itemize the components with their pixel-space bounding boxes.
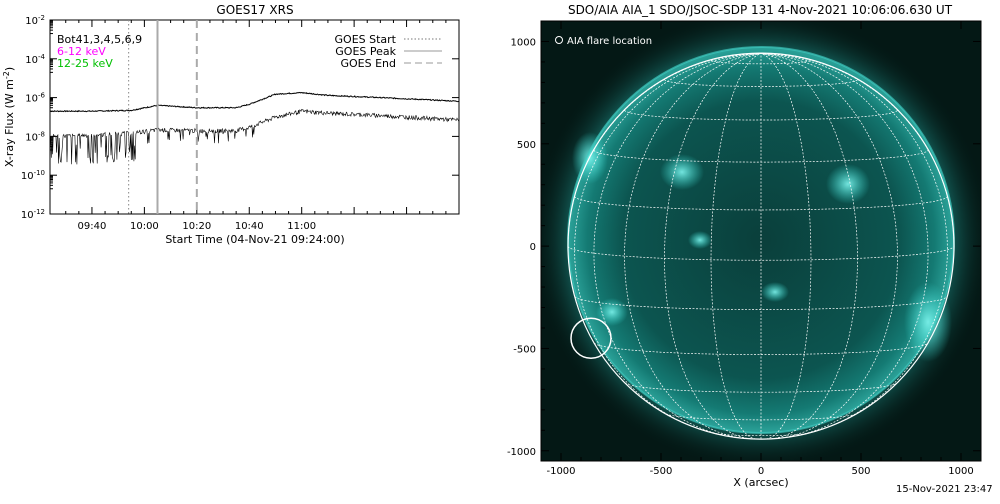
active-region-ne bbox=[826, 164, 870, 204]
heliographic-grid bbox=[567, 52, 955, 440]
aia-x-tick-label: -500 bbox=[650, 466, 673, 477]
x-axis-label: Start Time (04-Nov-21 09:24:00) bbox=[165, 233, 344, 246]
series-line bbox=[50, 91, 459, 113]
active-region-e-limb bbox=[904, 282, 952, 362]
aia-y-tick-label: 0 bbox=[530, 242, 536, 253]
solar-disk bbox=[568, 47, 954, 433]
active-regions bbox=[572, 132, 952, 362]
longitude-line bbox=[760, 53, 948, 431]
active-region-w-limb bbox=[572, 132, 608, 184]
channel-label: Bot41,3,4,5,6,9 bbox=[57, 33, 142, 46]
y-axis-ticks: 10-2 10-4 10-6 10-8 10-10 10-12 bbox=[21, 14, 459, 221]
x-tick-label: 10:20 bbox=[182, 221, 211, 232]
latitude-line bbox=[593, 342, 929, 355]
longitude-line bbox=[593, 53, 762, 438]
x-tick-label: 09:40 bbox=[78, 221, 107, 232]
active-region-mid bbox=[688, 231, 712, 249]
longitude-line bbox=[760, 53, 858, 440]
x-axis-ticks: 09:40 10:00 10:20 10:40 11:00 bbox=[65, 20, 460, 232]
grid-limb bbox=[567, 52, 955, 440]
active-region-nw bbox=[660, 154, 704, 190]
lightcurve-frame bbox=[49, 19, 460, 215]
aia-y-tick-label: -1000 bbox=[507, 447, 536, 458]
aia-x-tick-label: -1000 bbox=[546, 466, 575, 477]
aia-x-tick-label: 1000 bbox=[948, 466, 973, 477]
longitude-line bbox=[664, 53, 762, 440]
longitude-line bbox=[574, 53, 762, 431]
latitude-line bbox=[574, 296, 948, 310]
legend-goes-start: GOES Start bbox=[335, 33, 397, 46]
active-region-center bbox=[761, 282, 789, 302]
lightcurve-plot-area: 10-2 10-4 10-6 10-8 10-10 10-12 09:40 10:00 10:… bbox=[21, 14, 460, 232]
y-tick-label: 10-10 bbox=[21, 169, 45, 182]
aia-title: SDO/AIA AIA_1 SDO/JSOC-SDP 131 4-Nov-202… bbox=[568, 3, 953, 17]
longitude-line bbox=[760, 53, 898, 439]
aia-axis-ticks: -1000 -500 0 500 1000 1000 500 0 -500 -1000 bbox=[507, 21, 981, 477]
x-tick-label: 10:40 bbox=[235, 221, 264, 232]
y-tick-label: 10-4 bbox=[25, 53, 45, 66]
aia-legend-label: AIA flare location bbox=[567, 36, 652, 47]
lightcurve-legend: GOES Start GOES Peak GOES End bbox=[335, 33, 442, 70]
energy-label-high: 12-25 keV bbox=[57, 57, 113, 70]
y-tick-label: 10-12 bbox=[21, 208, 45, 221]
series-group bbox=[50, 91, 459, 165]
x-tick-label: 10:00 bbox=[130, 221, 159, 232]
lightcurve-title: GOES17 XRS bbox=[216, 3, 293, 17]
latitude-line bbox=[713, 432, 809, 437]
flare-location-circle bbox=[570, 317, 612, 359]
vertical-markers bbox=[128, 20, 198, 214]
y-axis-label: X-ray Flux (W m-2) bbox=[2, 67, 17, 167]
aia-legend: AIA flare location bbox=[555, 36, 652, 47]
series-line bbox=[50, 108, 459, 165]
x-tick-label: 11:00 bbox=[287, 221, 316, 232]
longitude-line bbox=[760, 53, 929, 438]
latitude-line bbox=[625, 382, 897, 393]
aia-image bbox=[541, 21, 981, 461]
active-region-sw bbox=[596, 298, 628, 326]
legend-circle-icon bbox=[555, 36, 563, 44]
aia-y-tick-label: -500 bbox=[513, 344, 536, 355]
aia-y-tick-label: 500 bbox=[517, 140, 536, 151]
aia-x-tick-label: 500 bbox=[851, 466, 870, 477]
legend-goes-peak: GOES Peak bbox=[335, 45, 396, 58]
legend-goes-end: GOES End bbox=[340, 57, 396, 70]
aia-x-tick-label: 0 bbox=[758, 466, 764, 477]
aia-x-axis-label: X (arcsec) bbox=[733, 476, 788, 489]
footer-timestamp: 15-Nov-2021 23:47 bbox=[896, 484, 993, 495]
longitude-line bbox=[624, 53, 762, 439]
aia-y-tick-label: 1000 bbox=[511, 37, 536, 48]
y-tick-label: 10-2 bbox=[25, 14, 45, 27]
y-tick-label: 10-8 bbox=[25, 130, 45, 143]
energy-label-low: 6-12 keV bbox=[57, 45, 106, 58]
y-tick-label: 10-6 bbox=[25, 92, 45, 105]
